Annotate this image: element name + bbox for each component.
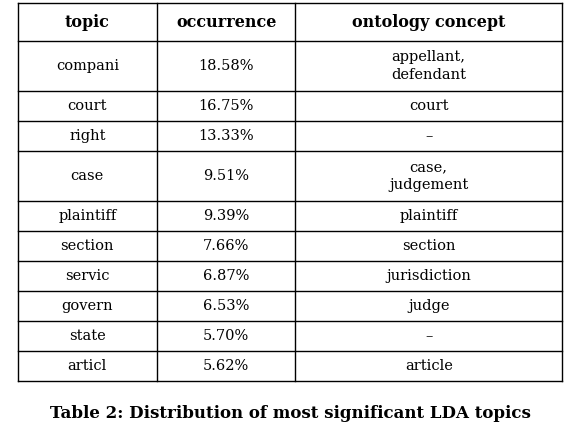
Text: 5.70%: 5.70% [203,329,249,343]
Text: judge: judge [408,299,450,313]
Text: plaintiff: plaintiff [400,209,458,223]
Text: –: – [425,129,433,143]
Text: article: article [405,359,452,373]
Text: 5.62%: 5.62% [203,359,249,373]
Text: state: state [69,329,106,343]
Text: articl: articl [68,359,107,373]
Text: govern: govern [61,299,113,313]
Text: appellant,
defendant: appellant, defendant [392,50,466,82]
Text: ontology concept: ontology concept [352,14,505,30]
Text: 13.33%: 13.33% [198,129,254,143]
Text: right: right [69,129,106,143]
Text: compani: compani [56,59,119,73]
Text: Table 2: Distribution of most significant LDA topics: Table 2: Distribution of most significan… [49,404,531,422]
Text: 6.53%: 6.53% [203,299,249,313]
Text: section: section [402,239,455,253]
Text: case,
judgement: case, judgement [389,160,468,192]
Text: servic: servic [65,269,110,283]
Text: 18.58%: 18.58% [198,59,254,73]
Text: occurrence: occurrence [176,14,276,30]
Text: case: case [71,169,104,183]
Text: –: – [425,329,433,343]
Text: section: section [60,239,114,253]
Text: 6.87%: 6.87% [203,269,249,283]
Text: court: court [68,99,107,113]
Text: plaintiff: plaintiff [58,209,117,223]
Text: topic: topic [65,14,110,30]
Text: court: court [409,99,448,113]
Text: jurisdiction: jurisdiction [386,269,471,283]
Text: 9.39%: 9.39% [203,209,249,223]
Text: 7.66%: 7.66% [203,239,249,253]
Text: 16.75%: 16.75% [198,99,254,113]
Text: 9.51%: 9.51% [203,169,249,183]
